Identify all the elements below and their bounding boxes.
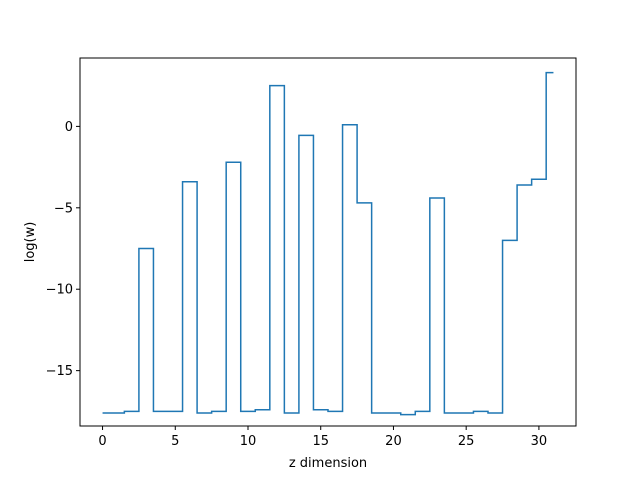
x-tick-label: 15 xyxy=(312,434,329,449)
series-step-line xyxy=(102,71,554,416)
x-tick-label: 5 xyxy=(171,434,179,449)
x-tick-label: 25 xyxy=(458,434,475,449)
y-tick-label: −15 xyxy=(46,364,73,379)
plot-frame xyxy=(79,57,577,427)
y-axis-ticks: 0 −5 −10 −15 xyxy=(46,120,80,379)
x-axis-ticks: 0 5 10 15 20 25 30 xyxy=(98,426,547,449)
y-tick-label: 0 xyxy=(65,120,73,135)
x-tick-label: 0 xyxy=(98,434,106,449)
y-tick-label: −10 xyxy=(46,283,73,298)
y-axis-label: log(w) xyxy=(23,222,38,263)
x-tick-label: 10 xyxy=(240,434,257,449)
y-tick-label: −5 xyxy=(54,201,73,216)
x-axis-label: z dimension xyxy=(289,456,367,471)
x-tick-label: 30 xyxy=(531,434,548,449)
x-tick-label: 20 xyxy=(385,434,402,449)
